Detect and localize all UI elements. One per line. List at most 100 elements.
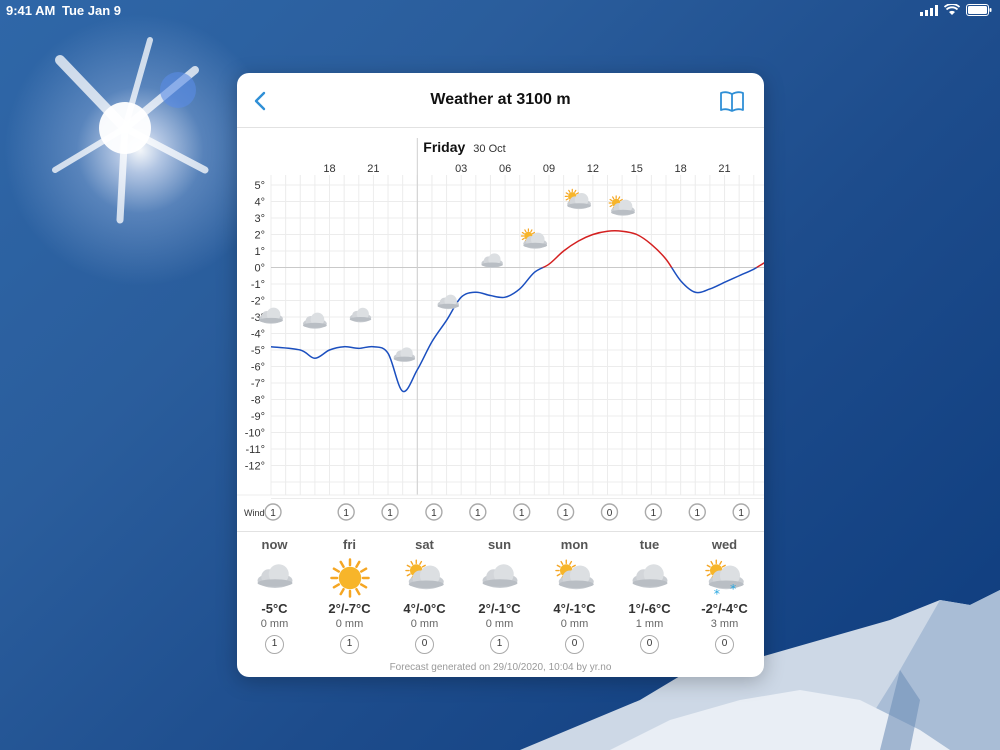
y-tick-label: -10° xyxy=(245,428,265,440)
wind-row: Wind111111101111 xyxy=(237,494,764,521)
cloud-icon xyxy=(482,564,518,588)
status-icons xyxy=(920,4,992,16)
moon-cloud-icon xyxy=(393,346,416,362)
temperature-line-below-zero xyxy=(270,267,759,393)
temperature-chart-svg: Friday 30 Oct 18 21 03 06 09 12 15 18 21 5° 4° 3° 2° 1°… xyxy=(237,138,764,521)
y-tick-label: 0° xyxy=(254,263,265,275)
wind-indicator xyxy=(688,503,706,521)
y-tick-label: 4° xyxy=(254,197,265,209)
day-temperature: -5°C xyxy=(261,601,288,616)
temperature-chart: Friday 30 Oct 18 21 03 06 09 12 15 18 21 5° 4° 3° 2° 1°… xyxy=(237,128,764,530)
y-tick-label: 2° xyxy=(254,230,265,242)
battery-icon xyxy=(966,4,992,16)
sun-cloud-icon xyxy=(405,559,444,590)
day-name: fri xyxy=(343,537,356,552)
cloud-icon xyxy=(632,564,668,588)
panel-header: Weather at 3100 m xyxy=(237,73,764,128)
moon-icon xyxy=(749,221,756,234)
day-wind: 0 xyxy=(640,635,659,654)
moon-icon xyxy=(705,230,712,243)
day-precipitation: 1 mm xyxy=(635,618,664,630)
day-name: mon xyxy=(560,537,589,552)
day-temperature: 2°/-1°C xyxy=(478,601,521,616)
hour-tick-label: 06 xyxy=(499,163,511,175)
book-icon[interactable] xyxy=(718,87,746,115)
day-name: sat xyxy=(415,537,434,552)
temperature-line-above-zero xyxy=(541,230,764,268)
day-temperature: 4°/-0°C xyxy=(403,601,446,616)
wind-value: 1 xyxy=(475,508,481,519)
day-wind: 1 xyxy=(490,635,509,654)
forecast-footer: Forecast generated on 29/10/2020, 10:04 … xyxy=(389,662,612,673)
y-tick-label: -2° xyxy=(251,296,265,308)
wind-value: 1 xyxy=(738,508,744,519)
sun-cloud-icon xyxy=(564,188,591,210)
wifi-icon xyxy=(944,4,960,15)
y-tick-label: -1° xyxy=(251,279,265,291)
wind-value: 1 xyxy=(651,508,657,519)
y-tick-label: -4° xyxy=(251,329,265,341)
day-precipitation: 0 mm xyxy=(560,618,589,630)
panel-title: Weather at 3100 m xyxy=(430,91,571,108)
wind-indicator xyxy=(732,503,750,521)
day-name: sun xyxy=(487,537,512,552)
wind-indicator xyxy=(381,503,399,521)
y-tick-label: -9° xyxy=(251,411,265,423)
wind-value: 1 xyxy=(563,508,569,519)
weather-panel: Weather at 3100 m Friday 30 Oct 18 21 03 06 09… xyxy=(237,73,764,677)
hour-tick-label: 21 xyxy=(367,163,379,175)
y-tick-label: 1° xyxy=(254,246,265,258)
signal-icon xyxy=(920,4,938,16)
day-wind: 0 xyxy=(415,635,434,654)
day-temperature: -2°/-4°C xyxy=(701,601,748,616)
wind-indicator xyxy=(600,503,619,521)
day-temperature: 4°/-1°C xyxy=(553,601,596,616)
daily-forecast: Forecast generated on 29/10/2020, 10:04 … xyxy=(237,531,764,677)
chart-day-label: Friday xyxy=(423,139,465,155)
wind-indicator xyxy=(425,503,443,521)
wind-value: 1 xyxy=(387,508,393,519)
wind-label: Wind xyxy=(244,508,265,518)
day-precipitation: 3 mm xyxy=(710,618,739,630)
svg-text:*: * xyxy=(714,586,720,598)
wind-value: 0 xyxy=(607,508,613,519)
wind-value: 1 xyxy=(694,508,700,519)
day-precipitation: 0 mm xyxy=(260,618,289,630)
hour-tick-label: 21 xyxy=(718,163,730,175)
status-date: Tue Jan 9 xyxy=(62,3,122,18)
y-tick-label: -12° xyxy=(245,461,265,473)
wind-indicator xyxy=(264,503,282,521)
status-time: 9:41 AM xyxy=(6,3,56,18)
moon-cloud-icon xyxy=(349,306,372,323)
y-tick-label: -11° xyxy=(246,444,265,456)
day-temperature: 2°/-7°C xyxy=(328,601,371,616)
sun-cloud-icon xyxy=(555,559,594,590)
cloud-icon xyxy=(257,564,293,588)
wind-indicator xyxy=(644,503,663,521)
hour-tick-label: 09 xyxy=(543,163,555,175)
y-tick-label: -5° xyxy=(251,345,265,357)
y-tick-label: -7° xyxy=(251,378,265,390)
svg-text:*: * xyxy=(730,581,736,596)
moon-cloud-icon xyxy=(481,252,503,268)
y-tick-label: -8° xyxy=(251,395,265,407)
day-name: tue xyxy=(639,537,660,552)
cloud-icon xyxy=(259,307,283,324)
chevron-left-icon[interactable] xyxy=(247,87,275,115)
status-bar: 9:41 AM Tue Jan 9 xyxy=(0,0,1000,20)
hour-tick-label: 15 xyxy=(631,163,643,175)
day-temperature: 1°/-6°C xyxy=(628,601,671,616)
moon-cloud-icon xyxy=(437,293,459,310)
day-name: now xyxy=(261,537,288,552)
hour-tick-label: 03 xyxy=(455,163,467,175)
wind-indicator xyxy=(513,503,531,521)
wind-indicator xyxy=(556,503,575,521)
wind-value: 1 xyxy=(431,508,437,519)
day-wind: 0 xyxy=(715,635,734,654)
day-precipitation: 0 mm xyxy=(335,618,364,630)
hour-tick-label: 12 xyxy=(587,163,599,175)
day-precipitation: 0 mm xyxy=(485,618,514,630)
wind-indicator xyxy=(337,503,355,521)
y-tick-label: -6° xyxy=(251,362,265,374)
sun-cloud-icon xyxy=(520,228,548,249)
